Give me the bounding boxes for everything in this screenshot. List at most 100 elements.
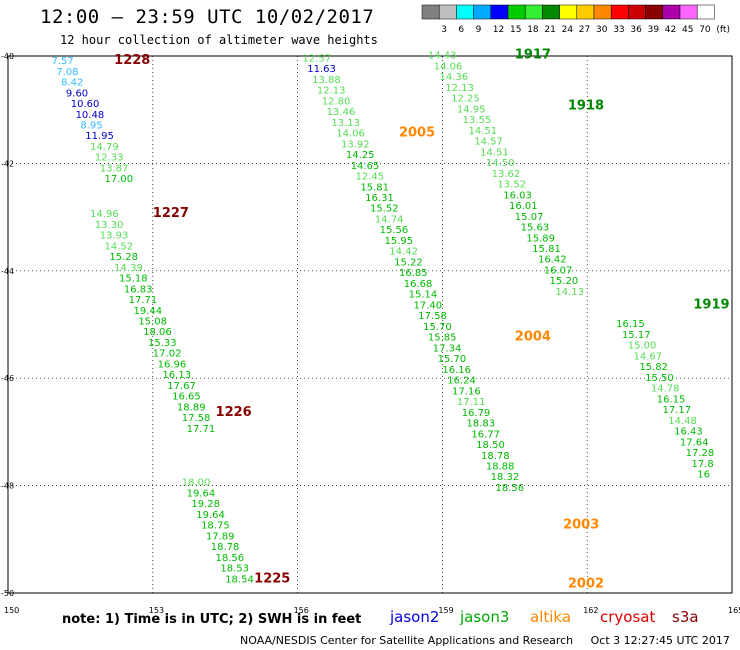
wave-height-value: 16.16 — [442, 365, 471, 376]
wave-height-value: 18.06 — [143, 327, 172, 338]
wave-height-value: 18.56 — [495, 483, 524, 494]
wave-height-value: 19.44 — [133, 306, 162, 317]
x-tick-label: 159 — [438, 606, 453, 615]
satellite-jason3: jason3 — [460, 608, 510, 626]
wave-height-value: 15.70 — [438, 354, 467, 365]
scale-label: 39 — [648, 25, 660, 35]
wave-height-value: 17.89 — [206, 531, 235, 542]
wave-height-value: 16.13 — [162, 370, 191, 381]
wave-height-value: 12.57 — [302, 53, 331, 64]
wave-height-value: 9.60 — [66, 88, 88, 99]
wave-height-value: 12.25 — [451, 94, 480, 105]
satellite-altika: altika — [530, 608, 572, 626]
wave-height-value: 16.65 — [172, 392, 201, 403]
wave-height-value: 14.36 — [440, 72, 469, 83]
wave-height-value: 16.68 — [404, 279, 433, 290]
wave-height-value: 18.75 — [201, 521, 230, 532]
wave-height-value: 18.78 — [481, 451, 510, 462]
wave-height-value: 17.8 — [691, 459, 713, 470]
scale-label: 21 — [544, 25, 555, 35]
wave-height-value: 14.65 — [351, 161, 380, 172]
wave-height-value: 18.00 — [182, 478, 211, 489]
pass-time-label: 1228 — [114, 53, 150, 68]
units-note: note: 1) Time is in UTC; 2) SWH is in fe… — [62, 612, 362, 627]
y-tick-label: -42 — [1, 159, 14, 168]
pass-time-label: 1917 — [515, 48, 551, 63]
wave-height-value: 14.95 — [457, 104, 486, 115]
wave-height-value: 12.45 — [356, 172, 385, 183]
scale-label: 33 — [613, 25, 624, 35]
wave-height-value: 14.25 — [346, 150, 375, 161]
wave-height-value: 17.00 — [105, 174, 134, 185]
wave-height-value: 16.96 — [158, 359, 187, 370]
wave-height-value: 13.46 — [327, 107, 356, 118]
pass-time-label: 1226 — [216, 405, 252, 420]
wave-height-value: 15.85 — [428, 333, 457, 344]
wave-height-value: 16 — [697, 470, 710, 481]
y-tick-label: -46 — [1, 374, 14, 383]
wave-height-value: 16.85 — [399, 268, 428, 279]
wave-height-value: 16.31 — [365, 193, 394, 204]
wave-height-value: 13.30 — [95, 220, 124, 231]
wave-height-value: 13.93 — [100, 231, 129, 242]
wave-height-value: 16.83 — [124, 284, 153, 295]
wave-height-value: 12.33 — [95, 153, 124, 164]
wave-height-value: 17.71 — [129, 295, 158, 306]
wave-height-value: 15.14 — [409, 290, 438, 301]
wave-height-value: 14.51 — [468, 126, 497, 137]
scale-label: 42 — [665, 25, 676, 35]
wave-height-value: 13.62 — [492, 169, 521, 180]
wave-height-value: 14.57 — [474, 137, 503, 148]
wave-height-value: 11.63 — [307, 64, 336, 75]
pass-time-label: 1918 — [568, 99, 604, 114]
wave-height-value: 14.06 — [336, 129, 365, 140]
wave-height-value: 14.51 — [480, 147, 509, 158]
color-scale-legend: 3 6 9 12 15 18 21 24 27 30 33 36 39 42 45 70 (ft) — [421, 4, 730, 35]
wave-height-value: 18.78 — [211, 542, 240, 553]
wave-height-value: 13.92 — [341, 139, 370, 150]
wave-height-value: 19.64 — [187, 488, 216, 499]
footer-credit: NOAA/NESDIS Center for Satellite Applica… — [240, 634, 730, 647]
x-tick-label: 165 — [728, 606, 740, 615]
scale-label: 18 — [527, 25, 539, 35]
wave-height-value: 11.95 — [85, 131, 114, 142]
wave-height-value: 15.22 — [394, 257, 423, 268]
pass-time-label: 2005 — [399, 126, 435, 141]
scale-label: 15 — [510, 25, 521, 35]
wave-height-value: 17.11 — [457, 397, 486, 408]
wave-height-value: 17.40 — [413, 300, 442, 311]
x-tick-label: 153 — [149, 606, 164, 615]
wave-height-value: 7.08 — [56, 67, 78, 78]
chart-subtitle: 12 hour collection of altimeter wave hei… — [60, 33, 378, 47]
wave-height-value: 16.77 — [471, 429, 500, 440]
wave-height-value: 18.88 — [486, 461, 515, 472]
wave-height-value: 18.50 — [476, 440, 505, 451]
pass-time-label: 1225 — [254, 571, 290, 586]
wave-height-value: 8.42 — [61, 78, 83, 89]
satellite-jason2: jason2 — [390, 608, 440, 626]
wave-height-value: 15.89 — [526, 233, 555, 244]
wave-height-value: 14.96 — [90, 209, 119, 220]
wave-height-value: 15.20 — [550, 276, 579, 287]
wave-height-value: 18.54 — [225, 574, 254, 585]
scale-label: (ft) — [716, 25, 730, 35]
scale-label: 30 — [596, 25, 608, 35]
wave-height-value: 15.33 — [148, 338, 177, 349]
wave-height-value: 15.70 — [423, 322, 452, 333]
scale-label: 27 — [579, 25, 590, 35]
wave-height-value: 14.52 — [105, 241, 134, 252]
wave-height-value: 15.52 — [370, 204, 399, 215]
wave-height-value: 14.50 — [486, 158, 515, 169]
wave-height-value: 17.28 — [686, 448, 715, 459]
wave-height-value: 13.52 — [497, 180, 526, 191]
wave-height-value: 17.16 — [452, 386, 481, 397]
wave-height-value: 15.56 — [380, 225, 409, 236]
wave-height-value: 14.42 — [389, 247, 418, 258]
y-tick-label: -40 — [1, 52, 14, 61]
wave-height-value: 14.06 — [434, 61, 463, 72]
scale-label: 12 — [493, 25, 504, 35]
scale-label: 70 — [699, 25, 711, 35]
wave-height-value: 18.56 — [216, 553, 245, 564]
wave-height-value: 15.63 — [521, 223, 550, 234]
